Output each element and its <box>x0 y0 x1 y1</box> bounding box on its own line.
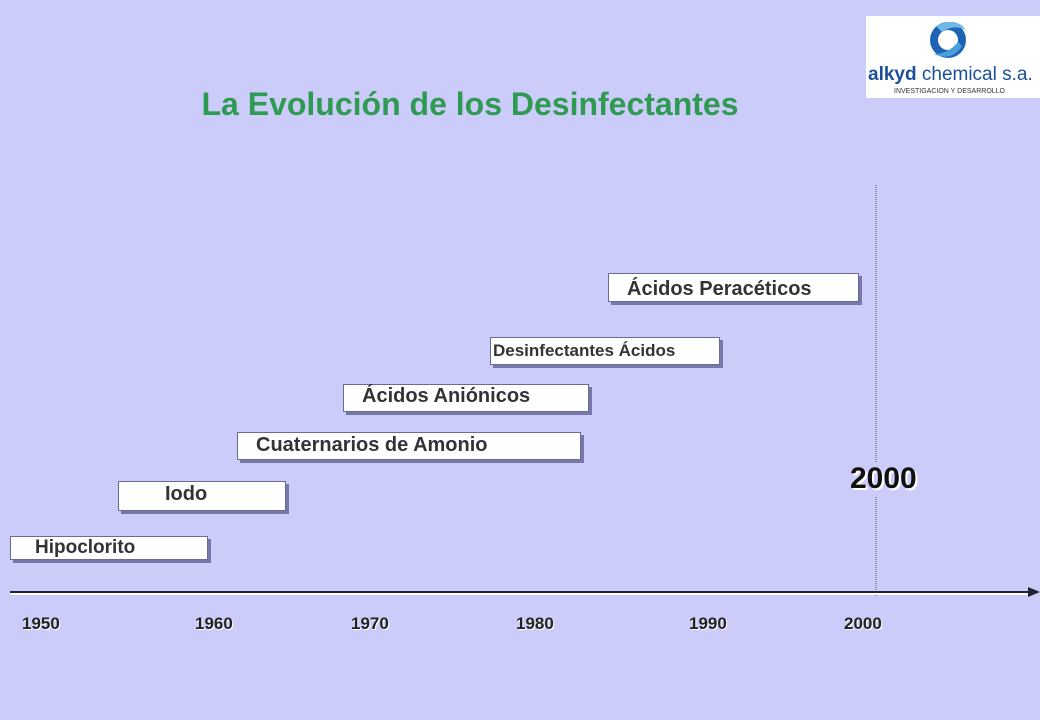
timeline-item: Ácidos Peracéticos <box>608 273 859 302</box>
logo-text: alkyd chemical s.a. <box>868 64 1033 86</box>
logo-tagline: INVESTIGACION Y DESARROLLO <box>894 88 1005 95</box>
marker-label: 2000 <box>850 462 917 496</box>
timeline-item: Iodo <box>118 481 286 511</box>
timeline-item: Ácidos Aniónicos <box>343 384 589 412</box>
timeline-item: Desinfectantes Ácidos <box>490 337 720 365</box>
timeline-item: Hipoclorito <box>10 536 208 560</box>
year-label: 2000 <box>844 614 882 633</box>
year-label: 1950 <box>22 614 60 633</box>
axis-arrow <box>1028 587 1040 597</box>
title: La Evolución de los Desinfectantes <box>201 86 739 122</box>
timeline-item: Cuaternarios de Amonio <box>237 432 581 460</box>
logo: alkyd chemical s.a. INVESTIGACION Y DESA… <box>866 16 1040 98</box>
year-label: 1970 <box>351 614 389 633</box>
year-label: 1990 <box>689 614 727 633</box>
year-label: 1960 <box>195 614 233 633</box>
logo-brand: alkyd <box>868 64 917 85</box>
logo-name: chemical s.a. <box>921 64 1033 85</box>
year-label: 1980 <box>516 614 554 633</box>
logo-icon <box>930 21 966 58</box>
